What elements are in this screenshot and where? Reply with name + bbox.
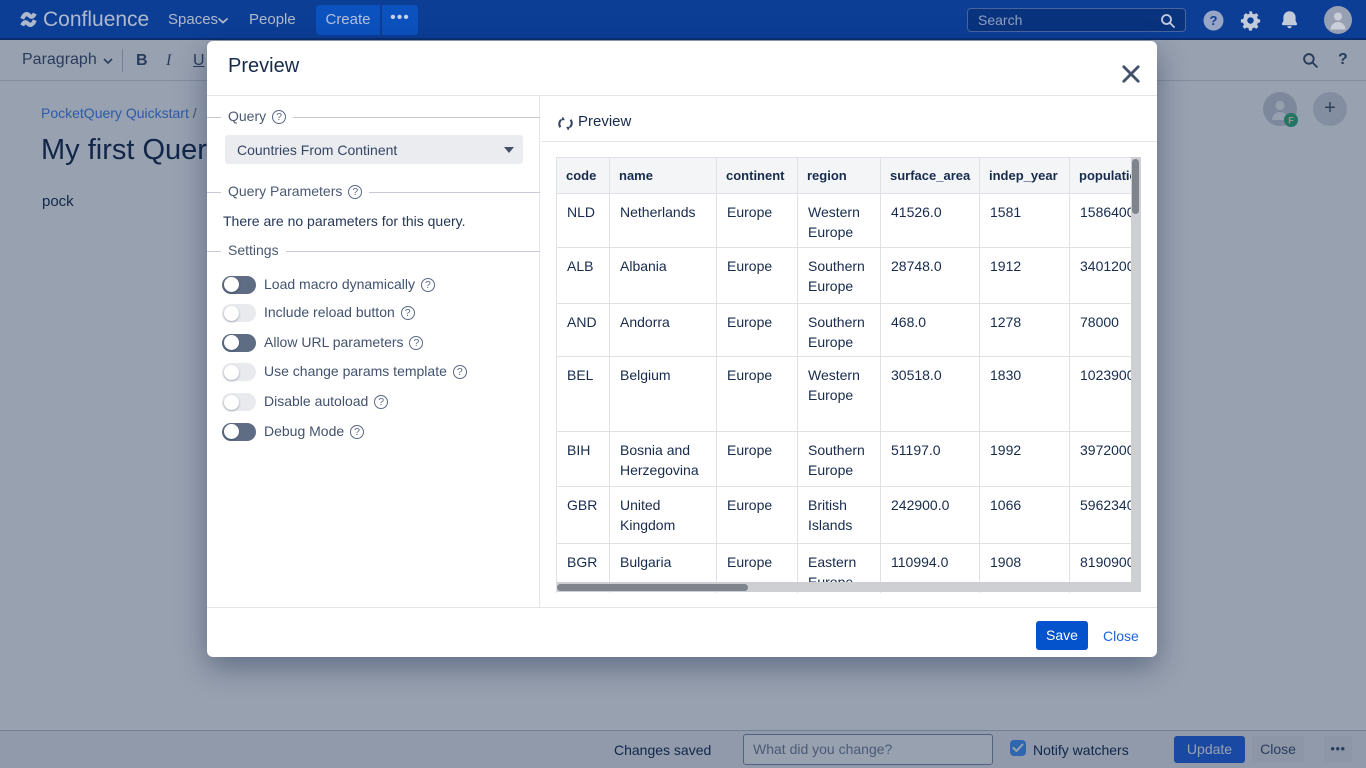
svg-text:?: ? xyxy=(1210,13,1218,28)
svg-text:F: F xyxy=(1288,116,1294,126)
